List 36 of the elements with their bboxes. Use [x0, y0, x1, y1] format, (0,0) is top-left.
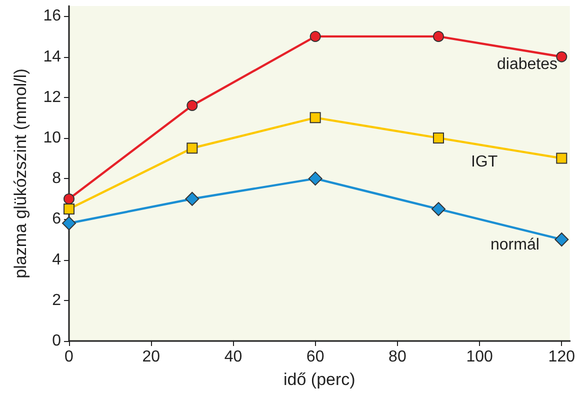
series-label: IGT [470, 153, 498, 170]
point [556, 51, 568, 62]
series-label: diabetes [496, 56, 558, 73]
x-tick-label: 40 [224, 348, 242, 366]
x-tick-label: 60 [306, 348, 324, 366]
point [308, 172, 322, 186]
point [62, 216, 76, 230]
point [185, 192, 200, 206]
point [64, 193, 74, 204]
point [554, 232, 569, 246]
point [310, 30, 321, 42]
y-tick-label: 16 [43, 8, 62, 25]
point [432, 132, 444, 144]
x-tick-label: 0 [64, 348, 74, 366]
point [310, 112, 321, 124]
point [431, 202, 446, 216]
y-tick-label: 0 [52, 332, 62, 350]
x-tick-label: 120 [548, 348, 576, 366]
point [186, 142, 198, 154]
series-label: normál [490, 236, 540, 254]
y-tick-label: 2 [52, 292, 62, 309]
y-tick-label: 4 [52, 251, 62, 268]
point [64, 204, 74, 215]
y-tick-label: 14 [43, 48, 62, 66]
point [186, 100, 198, 111]
x-tick-label: 80 [388, 348, 406, 366]
point [433, 30, 444, 42]
x-tick-label: 20 [142, 348, 160, 366]
x-tick-label: 100 [466, 348, 493, 366]
y-tick-label: 8 [52, 170, 62, 188]
y-tick-label: 10 [43, 129, 62, 146]
y-tick-label: 6 [52, 210, 62, 228]
point [556, 152, 568, 164]
y-axis-title: plazma glükózszint (mmol/l) [11, 68, 30, 278]
y-tick-label: 12 [43, 88, 62, 106]
x-axis-title: idő (perc) [284, 370, 356, 389]
